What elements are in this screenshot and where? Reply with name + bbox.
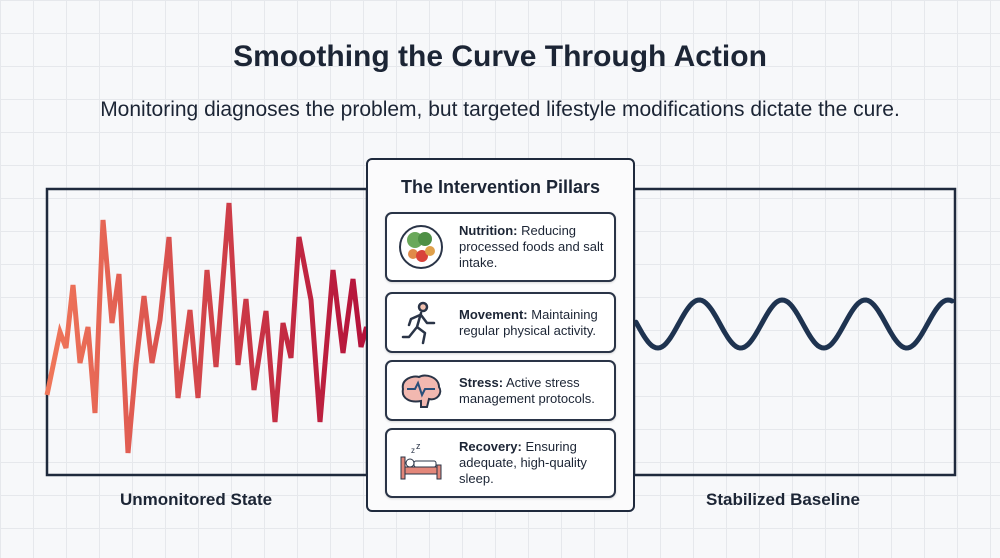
bed-sleep-icon: z z [400,441,442,480]
pillar-nutrition: Nutrition: Reducing processed foods and … [385,212,616,282]
subtitle: Monitoring diagnoses the problem, but ta… [100,98,900,121]
svg-text:z: z [416,441,421,451]
pillar-label: Nutrition: [459,223,518,238]
smooth-baseline-wave [633,297,955,351]
pillar-stress: Stress: Active stress management protoco… [385,360,616,421]
pillar-movement: Movement: Maintaining regular physical a… [385,292,616,353]
pillar-label: Movement: [459,306,528,322]
unmonitored-state-label: Unmonitored State [120,490,273,509]
stabilized-frame [632,187,957,477]
pillar-text: Ensuring adequate, high-quality sleep. [459,439,587,486]
food-bowl-icon [399,225,443,269]
intervention-pillars-panel: The Intervention Pillars Nutrition: Redu… [366,158,635,512]
jagged-blood-pressure-line [44,202,372,454]
running-person-icon [401,301,436,344]
pillar-text: Reducing processed foods and salt intake… [459,223,604,270]
pillar-recovery: z z Recovery: Ensuring adequate, high-qu… [385,428,616,498]
pillar-label: Recovery: [459,439,522,454]
pillar-text: Active stress management protocols. [459,374,595,406]
unmonitored-frame [45,187,369,477]
brain-icon [401,373,442,408]
pillar-label: Stress: [459,374,504,390]
pillar-text: Maintaining regular physical activity. [459,306,598,338]
panel-heading: The Intervention Pillars [400,177,601,197]
page-title: Smoothing the Curve Through Action [233,40,767,73]
svg-text:z: z [411,446,415,455]
stabilized-baseline-label: Stabilized Baseline [706,490,860,509]
